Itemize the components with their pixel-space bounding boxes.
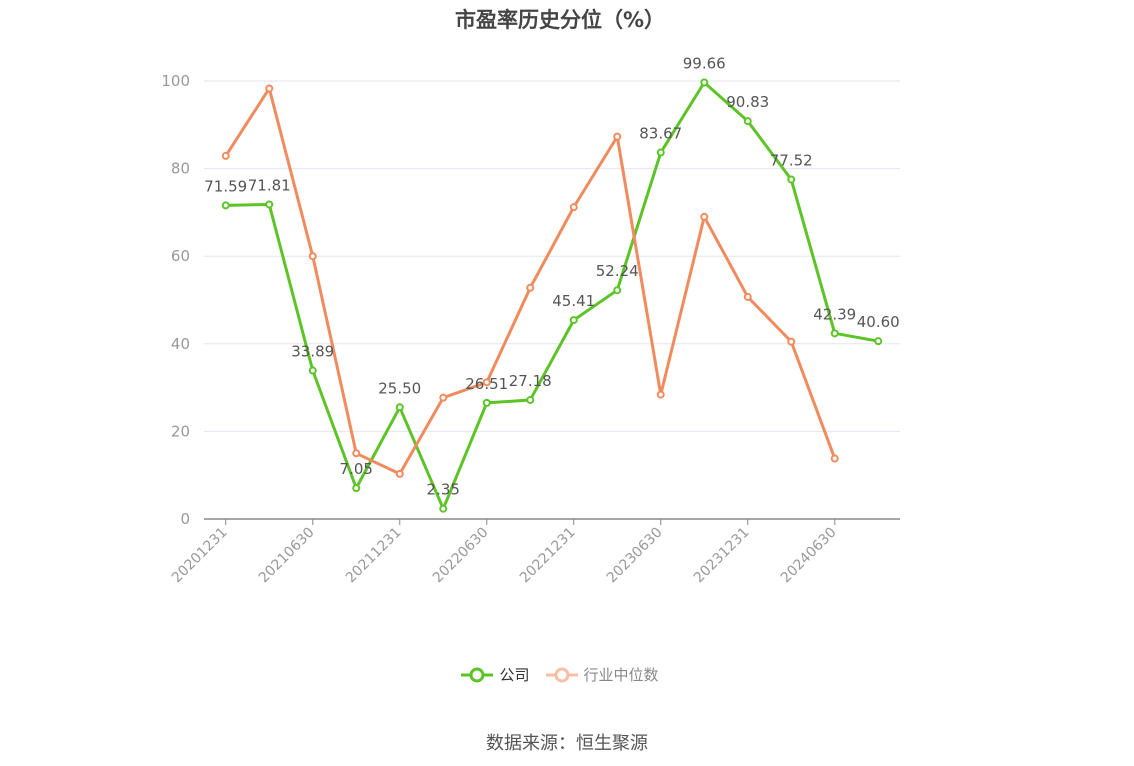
y-tick-label: 40 <box>171 335 190 353</box>
company-data-label: 83.67 <box>639 125 682 143</box>
company-point <box>482 398 491 407</box>
company-point <box>830 329 839 338</box>
company-data-label: 26.51 <box>465 375 508 393</box>
industry-point <box>265 84 274 93</box>
company-data-label: 71.81 <box>248 176 291 194</box>
company-data-label: 71.59 <box>204 177 247 195</box>
company-point <box>265 200 274 209</box>
y-tick-label: 20 <box>171 422 190 440</box>
industry-series-line <box>224 86 837 476</box>
y-tick-label: 0 <box>180 510 190 528</box>
industry-point <box>700 212 709 221</box>
x-tick-label: 20210630 <box>256 525 318 587</box>
industry-point <box>308 252 317 261</box>
company-data-label: 7.05 <box>340 460 373 478</box>
legend: 公司 行业中位数 <box>0 664 1120 685</box>
data-source: 数据来源：恒生聚源 <box>486 733 648 754</box>
x-tick-label: 20221231 <box>517 525 579 587</box>
industry-point <box>395 469 404 478</box>
industry-point <box>743 292 752 301</box>
company-point <box>874 337 883 346</box>
x-tick-label: 20220630 <box>430 525 492 587</box>
company-point <box>613 286 622 295</box>
chart-title: 市盈率历史分位（%） <box>454 8 666 32</box>
industry-point <box>656 390 665 399</box>
company-data-label: 40.60 <box>857 313 900 331</box>
industry-point <box>569 203 578 212</box>
company-point <box>439 504 448 513</box>
company-point <box>743 117 752 126</box>
company-data-label: 25.50 <box>378 379 421 397</box>
industry-point <box>482 378 491 387</box>
company-point <box>787 175 796 184</box>
company-data-label: 45.41 <box>552 292 595 310</box>
company-data-label: 99.66 <box>683 54 726 72</box>
company-point <box>221 201 230 210</box>
y-tick-label: 60 <box>171 247 190 265</box>
company-data-label: 52.24 <box>596 262 639 280</box>
legend-industry-icon <box>545 667 578 682</box>
company-data-label: 77.52 <box>770 151 813 169</box>
x-tick-label: 20201231 <box>169 525 231 587</box>
x-tick-label: 20230630 <box>604 525 666 587</box>
company-point <box>308 366 317 375</box>
legend-company-icon <box>461 667 494 682</box>
legend-item-industry[interactable]: 行业中位数 <box>545 664 659 685</box>
industry-point <box>352 449 361 458</box>
x-tick-label: 20211231 <box>343 525 405 587</box>
company-point <box>700 78 709 87</box>
industry-point <box>439 393 448 402</box>
industry-point <box>613 132 622 141</box>
line-chart: 0 20 40 60 80 100 20201231 20210630 20211231 2022… <box>161 54 900 587</box>
industry-point <box>830 454 839 463</box>
legend-item-company[interactable]: 公司 <box>461 664 530 685</box>
company-point <box>395 403 404 412</box>
company-point <box>352 484 361 493</box>
legend-industry-label: 行业中位数 <box>583 666 659 684</box>
company-data-label: 33.89 <box>291 343 334 361</box>
y-tick-label: 80 <box>171 160 190 178</box>
industry-point <box>221 151 230 160</box>
industry-point <box>787 337 796 346</box>
x-tick-label: 20240630 <box>778 525 840 587</box>
company-point <box>526 395 535 404</box>
industry-point <box>526 283 535 292</box>
company-data-label: 90.83 <box>726 93 769 111</box>
company-data-label: 27.18 <box>509 372 552 390</box>
company-data-label: 42.39 <box>813 305 856 323</box>
company-data-label: 2.35 <box>427 481 460 499</box>
company-series-line <box>225 80 879 511</box>
x-tick-label: 20231231 <box>691 525 753 587</box>
company-point <box>569 316 578 325</box>
y-tick-label: 100 <box>161 72 190 90</box>
legend-company-label: 公司 <box>499 666 530 684</box>
company-point <box>656 148 665 157</box>
